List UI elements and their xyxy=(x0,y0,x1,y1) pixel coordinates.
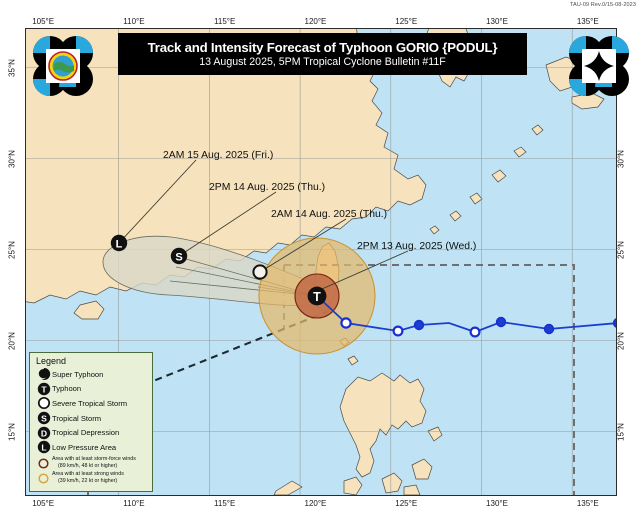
lat-tick-label: 30°N xyxy=(7,150,17,168)
pagasa-logo xyxy=(28,31,98,101)
low-pressure-area-icon: L xyxy=(35,440,52,454)
samar-island xyxy=(411,458,433,480)
lat-tick-label: 20°N xyxy=(616,332,626,351)
tropical-storm-icon: S xyxy=(35,411,52,425)
lon-tick-label: 110°E xyxy=(123,17,145,26)
svg-text:L: L xyxy=(41,443,46,453)
forecast-date-label-3: 2PM 13 Aug. 2025 (Wed.) xyxy=(357,241,477,252)
legend-label: Severe Tropical Storm xyxy=(52,398,128,408)
luzon-island xyxy=(339,372,427,478)
babuyan-islands xyxy=(347,355,359,366)
legend-symbol-list: Super Typhoon T Typhoon Severe Tropical Sto… xyxy=(35,367,148,455)
legend-row-strong-wind-circle: Area with at least strong winds (39 km/h,… xyxy=(35,471,148,485)
legend-title: Legend xyxy=(36,356,67,366)
legend-label: Super Typhoon xyxy=(52,369,104,379)
super-typhoon-icon xyxy=(35,367,52,381)
callout-leader-lines xyxy=(118,159,409,290)
forecast-symbol-tropical-storm: S xyxy=(170,247,188,265)
lat-tick-label: 35°N xyxy=(7,59,17,77)
legend-label: Low Pressure Area xyxy=(52,442,117,452)
legend-row-severe-tropical-storm: Severe Tropical Storm xyxy=(35,396,148,411)
lat-tick-label: 25°N xyxy=(616,241,626,260)
legend-label: Tropical Storm xyxy=(52,413,102,423)
forecast-position-symbols: L S T xyxy=(110,234,327,306)
svg-text:T: T xyxy=(41,384,47,394)
legend-wind-label: Area with at least strong winds (39 km/h,… xyxy=(52,470,124,484)
catanduanes-island xyxy=(427,426,443,442)
lon-tick-label: 135°E xyxy=(576,499,599,508)
dost-logo xyxy=(564,31,634,101)
tropical-depression-icon: D xyxy=(35,426,52,440)
banner-subtitle: 13 August 2025, 5PM Tropical Cyclone Bul… xyxy=(199,55,446,68)
lon-tick-label: 125°E xyxy=(395,17,418,26)
legend-row-typhoon: T Typhoon xyxy=(35,382,148,397)
legend-row-tropical-depression: D Tropical Depression xyxy=(35,425,148,440)
hainan-island xyxy=(73,300,105,320)
lon-tick-label: 130°E xyxy=(486,17,508,26)
lon-tick-label: 115°E xyxy=(214,499,236,508)
svg-text:D: D xyxy=(40,428,46,438)
title-banner: Track and Intensity Forecast of Typhoon … xyxy=(118,33,527,75)
lat-tick-label: 20°N xyxy=(7,332,17,351)
legend-wind-label: Area with at least storm-force winds (89 … xyxy=(52,455,136,469)
lat-tick-label: 15°N xyxy=(616,423,626,442)
lon-tick-label: 130°E xyxy=(486,499,508,508)
svg-text:L: L xyxy=(116,239,123,251)
forecast-date-label-0: 2AM 15 Aug. 2025 (Fri.) xyxy=(163,150,274,161)
legend-row-storm-force-circle: Area with at least storm-force winds (89 … xyxy=(35,456,148,470)
lon-tick-label: 125°E xyxy=(395,499,418,508)
severe-tropical-storm-icon xyxy=(35,396,52,410)
legend-row-tropical-storm: S Tropical Storm xyxy=(35,411,148,426)
legend-row-super-typhoon: Super Typhoon xyxy=(35,367,148,382)
visayas-islands xyxy=(381,472,403,494)
forecast-symbol-typhoon: T xyxy=(307,286,327,306)
forecast-date-label-2: 2AM 14 Aug. 2025 (Thu.) xyxy=(271,209,388,220)
typhoon-icon: T xyxy=(35,382,52,396)
ryukyu-islands xyxy=(429,124,544,235)
forecast-date-label-1: 2PM 14 Aug. 2025 (Thu.) xyxy=(209,182,326,193)
past-track-points xyxy=(340,316,616,338)
past-track-line xyxy=(316,295,616,333)
map-legend: Legend Super Typhoon T Typhoon Severe Tropi… xyxy=(29,352,153,492)
lat-tick-label: 15°N xyxy=(7,423,17,442)
forecast-symbol-severe-tropical-storm xyxy=(252,264,268,280)
lon-tick-label: 105°E xyxy=(32,499,55,508)
banner-title: Track and Intensity Forecast of Typhoon … xyxy=(147,39,498,55)
lon-tick-label: 115°E xyxy=(214,17,236,26)
lat-tick-label: 30°N xyxy=(616,150,626,168)
strong-wind-circle-icon xyxy=(35,471,52,484)
legend-label: Typhoon xyxy=(52,384,82,394)
lon-tick-label: 105°E xyxy=(32,17,55,26)
legend-label: Tropical Depression xyxy=(52,428,120,438)
palawan-island xyxy=(273,480,303,495)
forecast-symbol-low-pressure-area: L xyxy=(110,234,128,252)
storm-force-circle-icon xyxy=(35,456,52,469)
lat-tick-label: 25°N xyxy=(7,241,17,260)
lon-tick-label: 110°E xyxy=(123,499,145,508)
svg-text:T: T xyxy=(313,290,321,304)
legend-row-low-pressure-area: L Low Pressure Area xyxy=(35,440,148,455)
lon-tick-label: 120°E xyxy=(304,499,327,508)
legend-wind-list: Area with at least storm-force winds (89 … xyxy=(35,456,148,486)
lon-tick-label: 120°E xyxy=(304,17,327,26)
negros-island xyxy=(403,484,421,495)
revision-tag: TAU-09 Rev.0/15-08-2023 xyxy=(570,2,636,8)
svg-text:S: S xyxy=(175,252,182,264)
lon-tick-label: 135°E xyxy=(576,17,599,26)
mainland-china xyxy=(26,29,427,304)
mindoro-island xyxy=(343,476,363,495)
svg-text:S: S xyxy=(41,414,47,424)
